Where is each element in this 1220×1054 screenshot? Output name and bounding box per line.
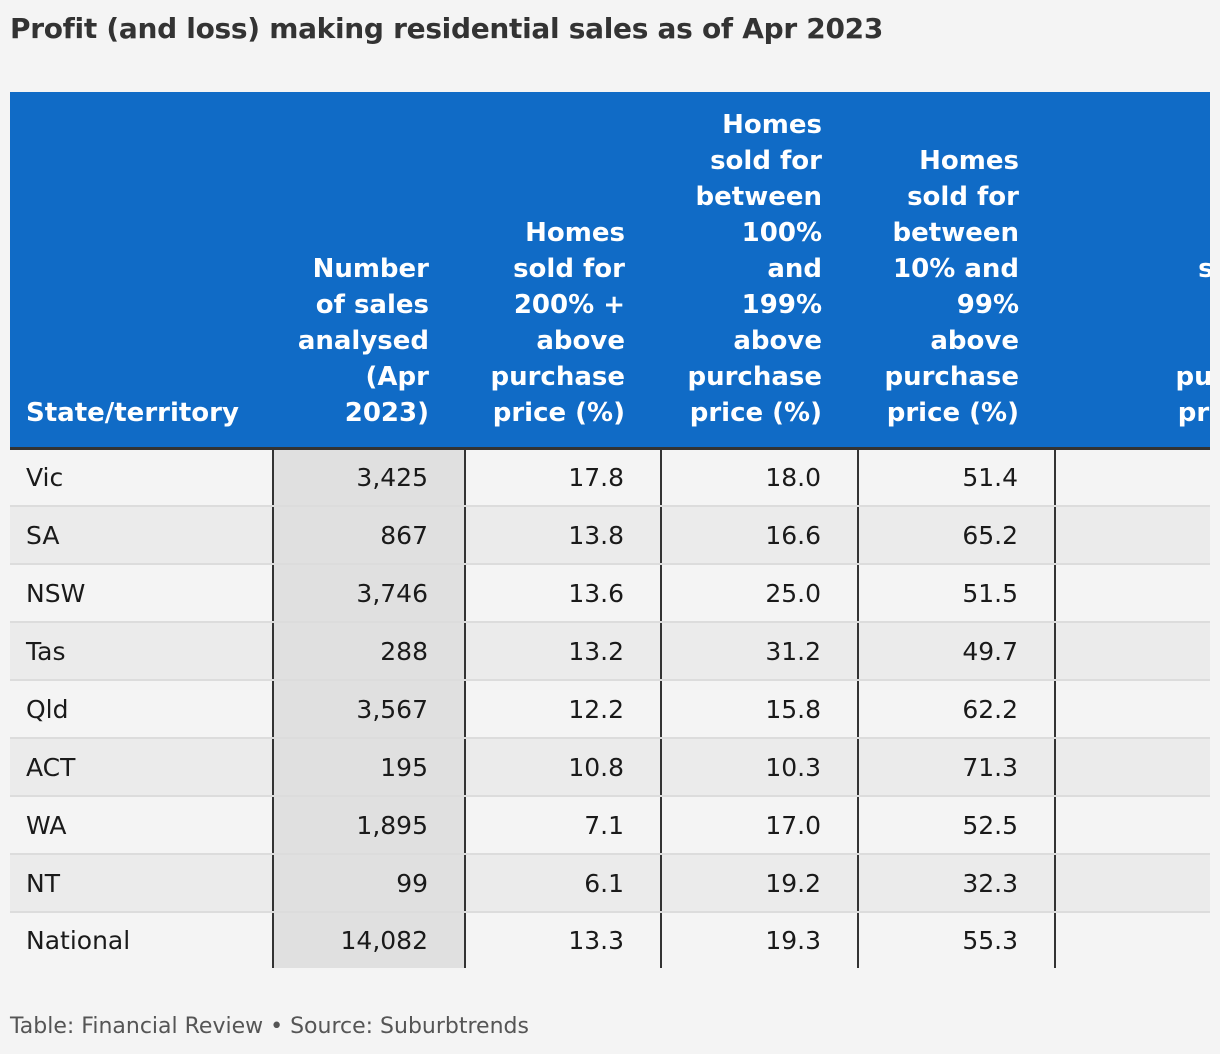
state-cell: NSW: [10, 564, 273, 623]
source-note: Table: Financial Review • Source: Suburb…: [10, 1014, 529, 1039]
value-cell: 62.2: [857, 680, 1055, 739]
column-header-label: State/territory: [26, 397, 239, 428]
value-cell: 3.1: [1054, 912, 1210, 968]
value-cell: 17.0: [660, 796, 858, 855]
value-cell: 13.8: [464, 506, 661, 565]
value-cell: 6.1: [464, 854, 661, 913]
state-cell: WA: [10, 796, 273, 855]
value-cell: 1.0: [1054, 738, 1210, 797]
value-cell: 99: [272, 854, 465, 913]
data-table-container: State/territory Number of sales analysed …: [10, 92, 1210, 968]
value-cell: 19.2: [660, 854, 858, 913]
value-cell: 19.3: [660, 912, 858, 968]
column-header-label: Homes sold for between 100% and 199% abo…: [687, 109, 822, 428]
column-header-1: Number of sales analysed (Apr 2023): [273, 92, 465, 450]
column-header-label: Homes sold for 10% + below purchase pric…: [1175, 253, 1210, 428]
state-cell: Vic: [10, 448, 273, 507]
value-cell: 2.5: [1054, 680, 1210, 739]
column-header-label: Homes sold for 200% + above purchase pri…: [490, 217, 625, 428]
value-cell: 51.4: [857, 448, 1055, 507]
value-cell: 867: [272, 506, 465, 565]
value-cell: 71.3: [857, 738, 1055, 797]
table-title: Profit (and loss) making residential sal…: [10, 12, 884, 45]
state-cell: Qld: [10, 680, 273, 739]
value-cell: 7.1: [464, 796, 661, 855]
header-row: State/territory Number of sales analysed …: [10, 92, 1210, 450]
state-cell: NT: [10, 854, 273, 913]
value-cell: 12.2: [464, 680, 661, 739]
value-cell: 288: [272, 622, 465, 681]
value-cell: 17.8: [464, 448, 661, 507]
state-cell: National: [10, 912, 273, 968]
value-cell: 4.8: [1054, 448, 1210, 507]
state-cell: SA: [10, 506, 273, 565]
value-cell: 6.7: [1054, 796, 1210, 855]
value-cell: 3,567: [272, 680, 465, 739]
value-cell: 55.3: [857, 912, 1055, 968]
value-cell: 0.9: [1054, 564, 1210, 623]
value-cell: 10.8: [464, 738, 661, 797]
value-cell: 25.0: [660, 564, 858, 623]
value-cell: 10.3: [660, 738, 858, 797]
value-cell: 52.5: [857, 796, 1055, 855]
column-header-2: Homes sold for 200% + above purchase pri…: [465, 92, 661, 450]
value-cell: 13.3: [464, 912, 661, 968]
table-header: State/territory Number of sales analysed …: [10, 92, 1210, 450]
value-cell: 31.2: [660, 622, 858, 681]
column-header-4: Homes sold for between 10% and 99% above…: [858, 92, 1055, 450]
value-cell: 3,746: [272, 564, 465, 623]
state-cell: ACT: [10, 738, 273, 797]
value-cell: 15.8: [660, 680, 858, 739]
value-cell: 14,082: [272, 912, 465, 968]
value-cell: 13.2: [464, 622, 661, 681]
value-cell: 195: [272, 738, 465, 797]
column-header-3: Homes sold for between 100% and 199% abo…: [661, 92, 858, 450]
value-cell: 32.3: [857, 854, 1055, 913]
table-body: Vic3,42517.818.051.44.8SA86713.816.665.2…: [10, 448, 1210, 968]
column-header-label: Homes sold for between 10% and 99% above…: [884, 145, 1019, 428]
value-cell: 0.7: [1054, 622, 1210, 681]
column-header-label: Number of sales analysed (Apr 2023): [297, 253, 429, 428]
value-cell: 18.0: [660, 448, 858, 507]
value-cell: 0.6: [1054, 506, 1210, 565]
value-cell: 49.7: [857, 622, 1055, 681]
value-cell: 13.6: [464, 564, 661, 623]
column-header-0: State/territory: [10, 92, 273, 450]
value-cell: 3,425: [272, 448, 465, 507]
value-cell: 16.6: [660, 506, 858, 565]
value-cell: 65.2: [857, 506, 1055, 565]
value-cell: 1,895: [272, 796, 465, 855]
data-table: State/territory Number of sales analysed …: [10, 92, 1210, 968]
value-cell: 18.2: [1054, 854, 1210, 913]
value-cell: 51.5: [857, 564, 1055, 623]
column-header-5: Homes sold for 10% + below purchase pric…: [1055, 92, 1210, 450]
state-cell: Tas: [10, 622, 273, 681]
